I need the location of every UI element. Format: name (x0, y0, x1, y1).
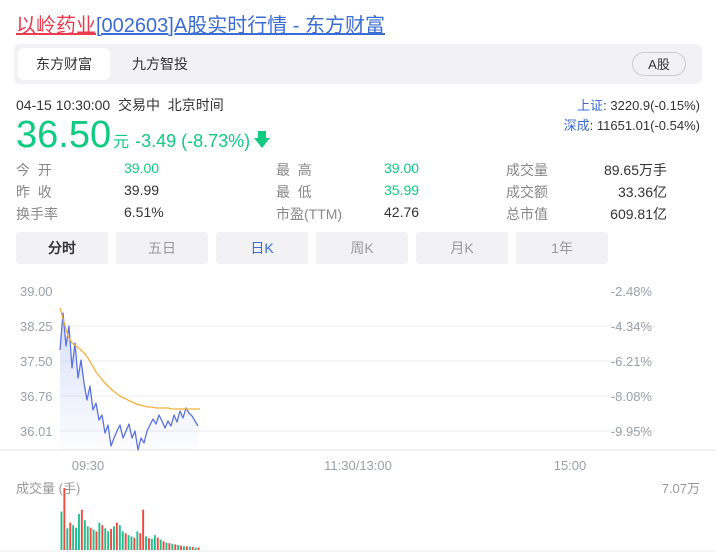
svg-text:-9.95%: -9.95% (611, 424, 653, 439)
svg-text:-2.48%: -2.48% (611, 284, 653, 299)
svg-text:39.00: 39.00 (20, 284, 53, 299)
svg-text:36.76: 36.76 (20, 389, 53, 404)
svg-text:36.01: 36.01 (20, 424, 53, 439)
svg-text:11:30/13:00: 11:30/13:00 (324, 458, 392, 473)
svg-text:-4.34%: -4.34% (611, 319, 653, 334)
svg-text:15:00: 15:00 (554, 458, 587, 473)
svg-text:-8.08%: -8.08% (611, 389, 653, 404)
svg-text:09:30: 09:30 (72, 458, 105, 473)
svg-text:38.25: 38.25 (20, 319, 53, 334)
svg-text:-6.21%: -6.21% (611, 354, 653, 369)
svg-text:37.50: 37.50 (20, 354, 53, 369)
